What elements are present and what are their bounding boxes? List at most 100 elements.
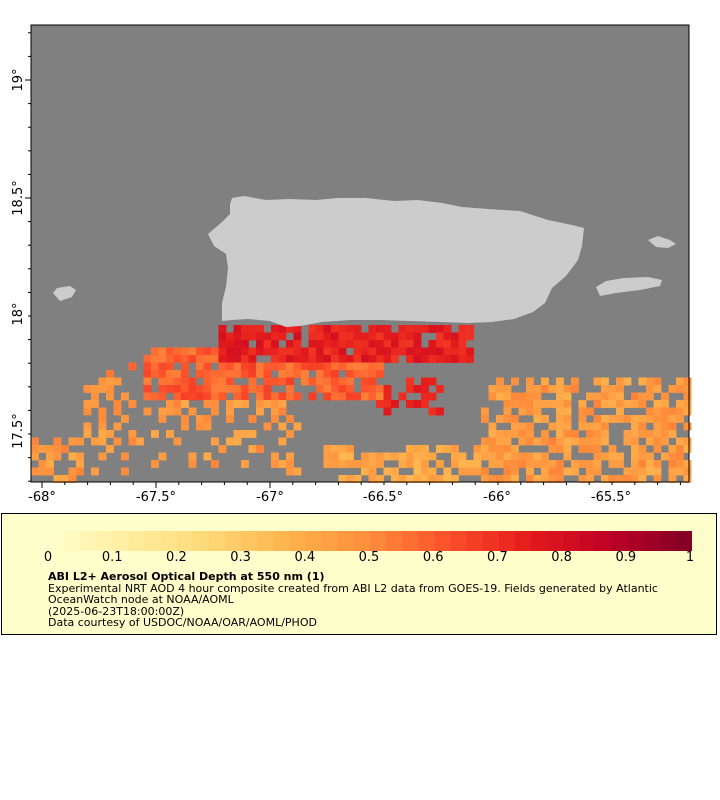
aod-cell xyxy=(503,437,512,446)
aod-cell xyxy=(226,407,234,416)
aod-cell xyxy=(256,325,264,333)
aod-cell xyxy=(496,475,504,483)
longitude-label: -67.5° xyxy=(136,490,176,505)
colorbar-tick-label: 0.1 xyxy=(101,550,123,565)
aod-cell xyxy=(451,340,459,348)
aod-cell xyxy=(361,332,369,341)
aod-cell xyxy=(541,385,549,393)
aod-cell xyxy=(406,385,414,393)
aod-cell xyxy=(541,430,549,438)
aod-cell xyxy=(503,430,512,438)
aod-cell xyxy=(541,467,549,476)
aod-cell xyxy=(158,370,167,378)
aod-cell xyxy=(451,332,459,341)
aod-cell xyxy=(286,362,294,371)
aod-cell xyxy=(211,400,219,408)
aod-cell xyxy=(586,437,594,446)
aod-cell xyxy=(98,385,107,393)
aod-cell xyxy=(121,392,129,401)
aod-cell xyxy=(338,377,347,386)
aod-cell xyxy=(241,400,249,408)
aod-cell xyxy=(631,437,639,446)
aod-cell xyxy=(466,460,474,468)
aod-cell xyxy=(406,347,414,356)
aod-cell xyxy=(271,355,279,363)
aod-cell xyxy=(211,437,219,446)
aod-cell xyxy=(413,340,422,348)
aod-cell xyxy=(353,362,362,371)
aod-cell xyxy=(166,407,174,416)
aod-cell xyxy=(556,377,564,386)
aod-cell xyxy=(383,392,392,401)
aod-cell xyxy=(91,467,99,476)
aod-cell xyxy=(361,392,369,401)
aod-cell xyxy=(428,347,437,356)
aod-cell xyxy=(53,452,62,461)
aod-cell xyxy=(623,377,632,386)
aod-cell xyxy=(488,475,497,483)
aod-cell xyxy=(323,370,332,378)
aod-cell xyxy=(518,400,527,408)
aod-cell xyxy=(263,340,272,348)
aod-cell xyxy=(383,340,392,348)
aod-cell xyxy=(323,332,332,341)
aod-cell xyxy=(518,460,527,468)
aod-cell xyxy=(413,385,422,393)
aod-cell xyxy=(608,475,617,483)
aod-cell xyxy=(563,437,572,446)
aod-cell xyxy=(646,392,654,401)
aod-cell xyxy=(533,385,542,393)
aod-cell xyxy=(353,332,362,341)
aod-cell xyxy=(383,385,392,393)
longitude-label: -65.5° xyxy=(591,490,631,505)
aod-cell xyxy=(451,347,459,356)
aod-cell xyxy=(638,467,647,476)
colorbar-segment xyxy=(96,531,113,551)
aod-cell xyxy=(443,347,452,356)
aod-cell xyxy=(653,475,662,483)
aod-cell xyxy=(593,452,602,461)
aod-cell xyxy=(181,377,189,386)
aod-cell xyxy=(233,332,242,341)
aod-cell xyxy=(353,460,362,468)
aod-cell xyxy=(346,445,354,453)
aod-cell xyxy=(413,332,422,341)
aod-cell xyxy=(353,392,362,401)
aod-cell xyxy=(466,347,474,356)
aod-cell xyxy=(293,467,302,476)
aod-cell xyxy=(601,415,609,423)
aod-cell xyxy=(518,422,527,431)
aod-cell xyxy=(368,362,377,371)
colorbar-segment xyxy=(176,531,194,551)
aod-cell xyxy=(286,347,294,356)
aod-cell xyxy=(241,340,249,348)
aod-cell xyxy=(218,355,227,363)
aod-cell xyxy=(218,370,227,378)
aod-cell xyxy=(346,340,354,348)
aod-cell xyxy=(158,392,167,401)
aod-cell xyxy=(578,407,587,416)
aod-cell xyxy=(533,392,542,401)
aod-cell xyxy=(616,452,624,461)
aod-cell xyxy=(556,460,564,468)
aod-cell xyxy=(646,467,654,476)
colorbar-segment xyxy=(531,531,548,551)
aod-cell xyxy=(481,407,489,416)
aod-cell xyxy=(526,467,534,476)
aod-cell xyxy=(683,400,692,408)
aod-cell xyxy=(323,340,332,348)
aod-cell xyxy=(218,340,227,348)
aod-cell xyxy=(173,347,182,356)
aod-cell xyxy=(83,400,92,408)
aod-cell xyxy=(368,475,377,483)
colorbar-tick-label: 0.4 xyxy=(294,550,316,565)
aod-cell xyxy=(271,347,279,356)
aod-cell xyxy=(616,400,624,408)
aod-cell xyxy=(646,385,654,393)
aod-cell xyxy=(511,445,519,453)
aod-cell xyxy=(496,452,504,461)
aod-cell xyxy=(473,452,482,461)
aod-cell xyxy=(188,347,197,356)
aod-cell xyxy=(91,385,99,393)
aod-cell xyxy=(368,385,377,393)
